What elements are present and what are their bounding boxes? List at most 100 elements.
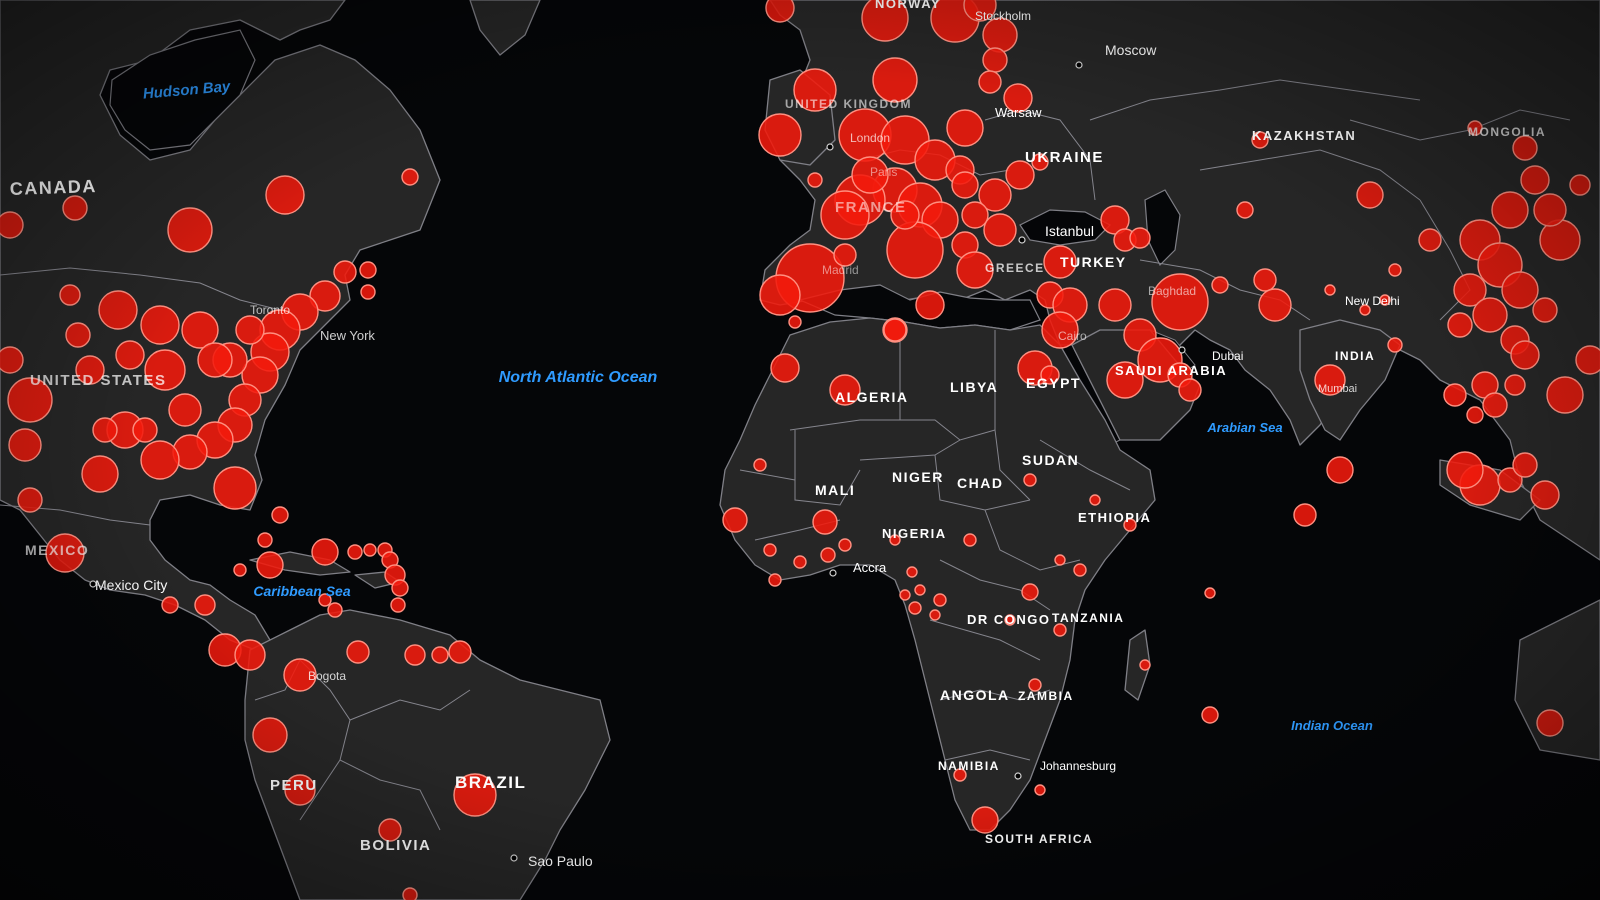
case-bubble[interactable]: [0, 211, 24, 239]
case-bubble[interactable]: [360, 284, 376, 300]
case-bubble[interactable]: [346, 640, 370, 664]
case-bubble[interactable]: [1387, 337, 1403, 353]
case-bubble[interactable]: [971, 806, 999, 834]
case-bubble[interactable]: [753, 458, 767, 472]
city-dot-dubai[interactable]: [1178, 346, 1186, 354]
city-dot-accra[interactable]: [829, 569, 837, 577]
case-bubble[interactable]: [872, 57, 918, 103]
case-bubble[interactable]: [252, 717, 288, 753]
case-bubble[interactable]: [402, 887, 418, 900]
case-bubble[interactable]: [793, 555, 807, 569]
case-bubble[interactable]: [1443, 383, 1467, 407]
case-bubble[interactable]: [951, 171, 979, 199]
case-bubble[interactable]: [359, 261, 377, 279]
case-bubble[interactable]: [1258, 288, 1292, 322]
case-bubble[interactable]: [1178, 378, 1202, 402]
case-bubble[interactable]: [363, 543, 377, 557]
case-bubble[interactable]: [1510, 340, 1540, 370]
case-bubble[interactable]: [1151, 273, 1209, 331]
case-bubble[interactable]: [167, 207, 213, 253]
case-bubble[interactable]: [768, 573, 782, 587]
case-bubble[interactable]: [347, 544, 363, 560]
case-bubble[interactable]: [234, 639, 266, 671]
case-bubble[interactable]: [81, 455, 119, 493]
case-bubble[interactable]: [1491, 191, 1529, 229]
case-bubble[interactable]: [197, 342, 233, 378]
case-bubble[interactable]: [1098, 288, 1132, 322]
case-bubble[interactable]: [1533, 193, 1567, 227]
case-bubble[interactable]: [256, 551, 284, 579]
case-bubble[interactable]: [838, 538, 852, 552]
case-bubble[interactable]: [390, 597, 406, 613]
case-bubble[interactable]: [983, 213, 1017, 247]
case-bubble[interactable]: [168, 393, 202, 427]
case-bubble[interactable]: [765, 0, 795, 23]
case-bubble[interactable]: [963, 533, 977, 547]
case-bubble[interactable]: [788, 315, 802, 329]
case-bubble[interactable]: [1466, 406, 1484, 424]
case-bubble[interactable]: [722, 507, 748, 533]
case-bubble[interactable]: [886, 221, 944, 279]
case-bubble[interactable]: [233, 563, 247, 577]
case-bubble[interactable]: [431, 646, 449, 664]
case-bubble[interactable]: [333, 260, 357, 284]
city-dot-istanbul[interactable]: [1018, 236, 1026, 244]
case-bubble[interactable]: [933, 593, 947, 607]
case-bubble[interactable]: [391, 579, 409, 597]
case-bubble[interactable]: [1089, 494, 1101, 506]
case-bubble[interactable]: [906, 566, 918, 578]
case-bubble[interactable]: [1073, 563, 1087, 577]
case-bubble[interactable]: [961, 201, 989, 229]
case-bubble[interactable]: [401, 168, 419, 186]
city-dot-moscow[interactable]: [1075, 61, 1083, 69]
case-bubble[interactable]: [759, 274, 801, 316]
case-bubble[interactable]: [1575, 345, 1600, 375]
case-bubble[interactable]: [1053, 623, 1067, 637]
case-bubble[interactable]: [59, 284, 81, 306]
case-bubble[interactable]: [98, 290, 138, 330]
case-bubble[interactable]: [404, 644, 426, 666]
city-dot-london[interactable]: [826, 143, 834, 151]
case-bubble[interactable]: [1530, 480, 1560, 510]
case-bubble[interactable]: [92, 417, 118, 443]
case-bubble[interactable]: [257, 532, 273, 548]
case-bubble[interactable]: [271, 506, 289, 524]
case-bubble[interactable]: [194, 594, 216, 616]
case-bubble[interactable]: [62, 195, 88, 221]
city-dot-sao-paulo[interactable]: [510, 854, 518, 862]
case-bubble[interactable]: [1129, 227, 1151, 249]
case-bubble[interactable]: [807, 172, 823, 188]
case-bubble[interactable]: [213, 466, 257, 510]
case-bubble[interactable]: [1326, 456, 1354, 484]
case-bubble[interactable]: [812, 509, 838, 535]
case-bubble[interactable]: [161, 596, 179, 614]
case-bubble[interactable]: [311, 538, 339, 566]
case-bubble[interactable]: [1211, 276, 1229, 294]
case-bubble[interactable]: [1569, 174, 1591, 196]
case-bubble[interactable]: [1139, 659, 1151, 671]
case-bubble[interactable]: [1536, 709, 1564, 737]
case-bubble[interactable]: [770, 353, 800, 383]
case-bubble[interactable]: [1054, 554, 1066, 566]
case-bubble[interactable]: [982, 17, 1018, 53]
case-bubble[interactable]: [1447, 312, 1473, 338]
case-bubble[interactable]: [1204, 587, 1216, 599]
case-bubble[interactable]: [758, 113, 802, 157]
case-bubble[interactable]: [448, 640, 472, 664]
case-bubble[interactable]: [883, 318, 907, 342]
case-bubble[interactable]: [763, 543, 777, 557]
case-bubble[interactable]: [1021, 583, 1039, 601]
case-bubble[interactable]: [1546, 376, 1584, 414]
case-bubble[interactable]: [1324, 284, 1336, 296]
case-bubble[interactable]: [1520, 165, 1550, 195]
case-bubble[interactable]: [327, 602, 343, 618]
case-bubble[interactable]: [140, 440, 180, 480]
case-bubble[interactable]: [929, 609, 941, 621]
case-bubble[interactable]: [235, 315, 265, 345]
case-bubble[interactable]: [1293, 503, 1317, 527]
case-bubble[interactable]: [1512, 135, 1538, 161]
case-bubble[interactable]: [914, 584, 926, 596]
case-bubble[interactable]: [1504, 374, 1526, 396]
case-bubble[interactable]: [1446, 451, 1484, 489]
